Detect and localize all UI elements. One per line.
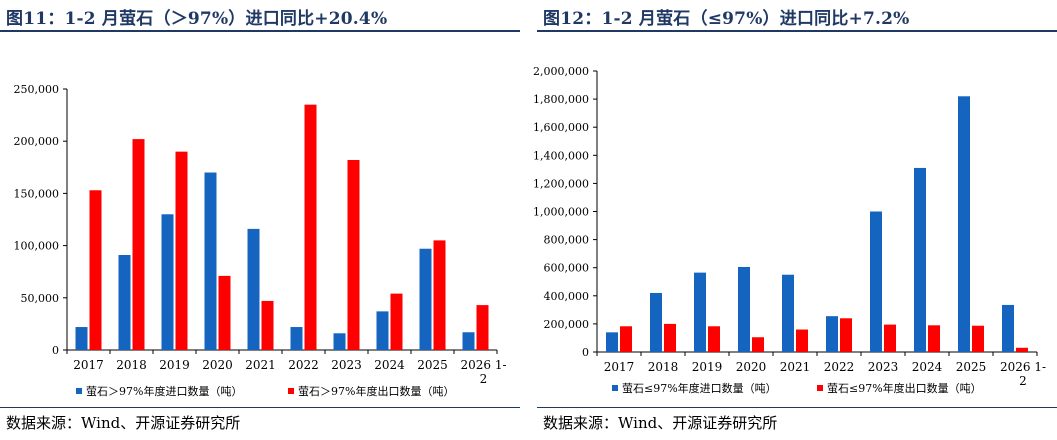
bar-import [333, 333, 346, 350]
bar-import [290, 327, 303, 350]
x-tick-label: 2019 [692, 360, 723, 374]
title-rule [537, 30, 1057, 32]
bar-import [870, 211, 882, 352]
x-tick-label: 2026 1-2 [460, 358, 506, 386]
bar-import [782, 274, 794, 352]
bar-export [304, 104, 317, 350]
legend-label: 萤石＞97%年度出口数量（吨） [298, 384, 454, 398]
bar-import [204, 172, 217, 350]
legend-swatch [817, 385, 823, 391]
y-tick-label: 1,800,000 [533, 93, 589, 106]
x-tick-label: 2023 [868, 360, 899, 374]
bar-export [708, 326, 720, 352]
bar-export [752, 337, 764, 352]
source-rule [0, 407, 520, 408]
x-tick-label: 2021 [780, 360, 811, 374]
y-tick-label: 250,000 [14, 83, 60, 96]
bar-import [419, 248, 432, 350]
bar-import [650, 292, 662, 352]
y-tick-label: 600,000 [544, 262, 590, 275]
y-tick-label: 800,000 [544, 234, 590, 247]
bar-export [972, 325, 984, 352]
y-tick-label: 200,000 [544, 318, 590, 331]
bar-export [347, 159, 360, 350]
title-rule [0, 30, 520, 32]
bar-import [247, 228, 260, 350]
x-tick-label: 2019 [159, 358, 190, 372]
left-figure: 图11：1-2 月萤石（＞97%）进口同比+20.4% 0 50,000 100,0… [0, 0, 520, 440]
y-tick-label: 200,000 [14, 135, 60, 148]
x-tick-label: 2018 [648, 360, 679, 374]
x-tick-label: 2017 [73, 358, 104, 372]
bar-import [1002, 304, 1014, 352]
bar-export [433, 240, 446, 350]
legend-swatch [288, 388, 294, 394]
bar-import [826, 316, 838, 352]
y-tick-label: 1,400,000 [533, 149, 589, 162]
legend-swatch [612, 385, 618, 391]
bar-export [261, 300, 274, 350]
figure-title: 图11：1-2 月萤石（＞97%）进口同比+20.4% [6, 9, 388, 29]
left-chart: 0 50,000 100,000 150,000 200,000 250,000 2017 2… [14, 83, 507, 398]
bar-export [928, 325, 940, 352]
bar-export [390, 293, 403, 350]
bar-import [694, 272, 706, 352]
x-tick-label: 2017 [604, 360, 635, 374]
figure-title: 图12：1-2 月萤石（≤97%）进口同比+7.2% [543, 9, 910, 29]
bar-import [914, 167, 926, 352]
bar-export [664, 323, 676, 352]
x-tick-label: 2022 [288, 358, 319, 372]
x-tick-label: 2020 [736, 360, 767, 374]
bar-export [132, 139, 145, 350]
x-tick-label: 2022 [824, 360, 855, 374]
y-tick-label: 1,000,000 [533, 206, 589, 219]
right-figure: 图12：1-2 月萤石（≤97%）进口同比+7.2% 0 200,000 400,0… [533, 0, 1057, 440]
x-tick-label: 2025 [956, 360, 987, 374]
bar-import [958, 96, 970, 352]
bar-import [161, 214, 174, 350]
y-tick-label: 100,000 [14, 240, 60, 253]
bar-export [89, 190, 102, 350]
bar-import [462, 332, 475, 350]
y-tick-label: 1,600,000 [533, 121, 589, 134]
bar-export [840, 318, 852, 352]
legend-swatch [76, 388, 82, 394]
source-note: 数据来源：Wind、开源证券研究所 [543, 414, 778, 432]
bar-import [75, 327, 88, 350]
x-tick-label: 2018 [116, 358, 147, 372]
legend-label: 萤石＞97%年度进口数量（吨） [86, 384, 242, 398]
bar-import [376, 311, 389, 350]
bar-import [738, 266, 750, 352]
bar-export [620, 326, 632, 352]
legend-label: 萤石≤97%年度进口数量（吨） [622, 381, 777, 395]
y-tick-label: 50,000 [21, 292, 60, 305]
bar-export [796, 329, 808, 352]
bar-export [476, 305, 489, 350]
x-tick-label: 2025 [417, 358, 448, 372]
y-tick-label: 400,000 [544, 290, 590, 303]
source-note: 数据来源：Wind、开源证券研究所 [6, 414, 241, 432]
bar-import [606, 332, 618, 352]
x-tick-label: 2024 [374, 358, 405, 372]
y-tick-label: 1,200,000 [533, 177, 589, 190]
y-tick-label: 2,000,000 [533, 65, 589, 78]
bar-export [1016, 347, 1028, 352]
y-tick-label: 0 [582, 346, 589, 359]
bar-export [175, 151, 188, 350]
source-rule [537, 407, 1057, 408]
right-chart: 0 200,000 400,000 600,000 800,000 1,000,000 1,… [533, 65, 1046, 395]
x-tick-label: 2026 1-2 [1000, 360, 1046, 388]
y-tick-label: 0 [52, 344, 59, 357]
bar-export [884, 324, 896, 352]
x-tick-label: 2024 [912, 360, 943, 374]
y-tick-label: 150,000 [14, 187, 60, 200]
bar-export [218, 275, 231, 350]
legend-label: 萤石≤97%年度出口数量（吨） [827, 381, 982, 395]
x-tick-label: 2020 [202, 358, 233, 372]
bar-import [118, 254, 131, 350]
x-tick-label: 2021 [245, 358, 276, 372]
x-tick-label: 2023 [331, 358, 362, 372]
